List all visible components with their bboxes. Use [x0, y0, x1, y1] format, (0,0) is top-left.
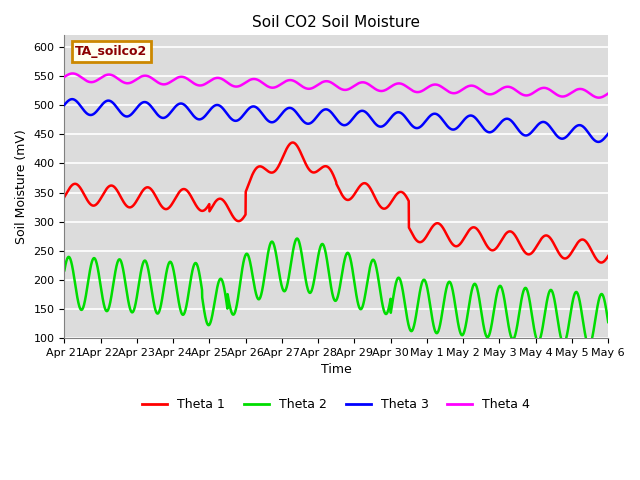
- Legend: Theta 1, Theta 2, Theta 3, Theta 4: Theta 1, Theta 2, Theta 3, Theta 4: [138, 393, 535, 416]
- Y-axis label: Soil Moisture (mV): Soil Moisture (mV): [15, 130, 28, 244]
- Text: TA_soilco2: TA_soilco2: [76, 45, 148, 58]
- Title: Soil CO2 Soil Moisture: Soil CO2 Soil Moisture: [252, 15, 420, 30]
- X-axis label: Time: Time: [321, 363, 351, 376]
